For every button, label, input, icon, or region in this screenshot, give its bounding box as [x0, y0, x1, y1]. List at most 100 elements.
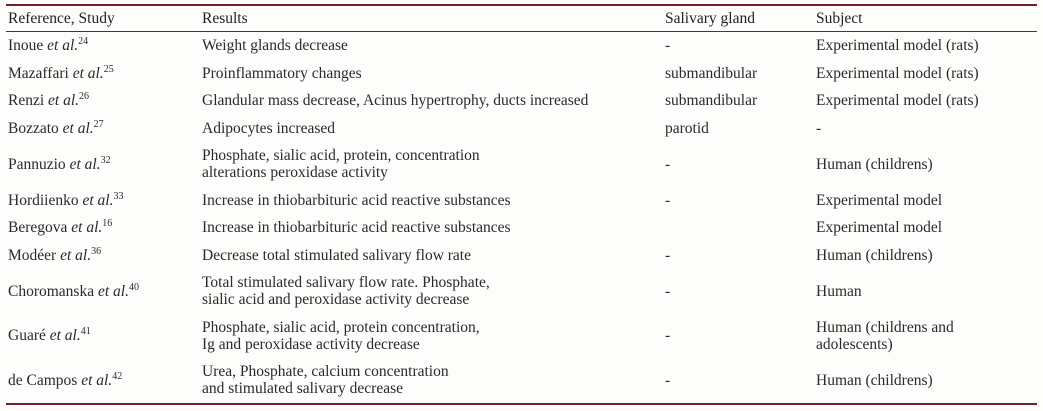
results-line: Decrease total stimulated salivary flow …: [202, 246, 471, 264]
subject-cell: Experimental model (rats): [816, 60, 1037, 88]
salivary-gland-cell: submandibular: [665, 64, 758, 82]
subject-cell: Experimental model (rats): [816, 87, 1037, 115]
results-line: Increase in thiobarbituric acid reactive…: [202, 191, 511, 209]
reference-author: Choromanska: [8, 282, 98, 300]
reference-cell: de Campos et al.42: [6, 358, 202, 404]
results-cell: Increase in thiobarbituric acid reactive…: [202, 214, 665, 242]
subject-line: Experimental model: [816, 191, 943, 209]
col-header-reference-study: Reference, Study: [6, 5, 202, 32]
reference-superscript-number: 42: [112, 370, 123, 382]
reference-cell: Mazaffari et al.25: [6, 60, 202, 88]
salivary-gland-cell: -: [665, 191, 671, 209]
reference-author: de Campos: [8, 371, 82, 389]
reference-cell: Modéer et al.36: [6, 242, 202, 270]
table-body: Inoue et al.24 Weight glands decrease - …: [6, 32, 1037, 404]
salivary-gland-cell: -: [665, 246, 671, 264]
table-row: Pannuzio et al.32 Phosphate, sialic acid…: [6, 142, 1037, 187]
reference-author: Renzi: [8, 92, 49, 109]
et-al-label: et al.: [97, 282, 129, 300]
salivary-studies-table: Reference, Study Results Salivary gland …: [6, 4, 1037, 405]
subject-cell: Human: [816, 269, 1037, 314]
table-head: Reference, Study Results Salivary gland …: [6, 5, 1037, 32]
reference-superscript-number: 33: [113, 190, 124, 202]
subject-line: Human: [816, 282, 862, 300]
results-cell: Increase in thiobarbituric acid reactive…: [202, 187, 665, 215]
subject-cell: Experimental model (rats): [816, 32, 1037, 60]
subject-line: Human (childrens): [816, 246, 933, 264]
col-header-results: Results: [202, 5, 665, 32]
subject-line: Human (childrens): [816, 155, 933, 173]
results-cell: Weight glands decrease: [202, 32, 665, 60]
results-cell: Total stimulated salivary flow rate. Pho…: [202, 269, 665, 314]
reference-cell: Beregova et al.16: [6, 214, 202, 242]
results-line: Weight glands decrease: [202, 37, 348, 54]
salivary-gland-cell: parotid: [665, 119, 709, 137]
results-line: Increase in thiobarbituric acid reactive…: [202, 219, 511, 236]
reference-author: Beregova: [8, 219, 72, 236]
et-al-label: et al.: [48, 92, 80, 109]
subject-line: Experimental model (rats): [816, 37, 979, 54]
results-line: Glandular mass decrease, Acinus hypertro…: [202, 92, 589, 109]
salivary-gland-cell: -: [665, 371, 671, 389]
et-al-label: et al.: [62, 119, 94, 137]
subject-cell: Human (childrens): [816, 358, 1037, 404]
reference-superscript-number: 24: [78, 35, 89, 47]
reference-author: Guaré: [8, 327, 50, 344]
table-header-row: Reference, Study Results Salivary gland …: [6, 5, 1037, 32]
subject-line: Experimental model (rats): [816, 64, 979, 82]
reference-superscript-number: 26: [79, 90, 90, 102]
results-line: Ig and peroxidase activity decrease: [202, 335, 420, 353]
results-line: sialic acid and peroxidase activity decr…: [202, 291, 470, 308]
reference-cell: Inoue et al.24: [6, 32, 202, 60]
table-row: Inoue et al.24 Weight glands decrease - …: [6, 32, 1037, 60]
subject-cell: Human (childrens): [816, 142, 1037, 187]
results-cell: Proinflammatory changes: [202, 60, 665, 88]
results-line: Urea, Phosphate, calcium concentration: [202, 363, 449, 380]
results-line: alterations peroxidase activity: [202, 164, 388, 181]
reference-cell: Pannuzio et al.32: [6, 142, 202, 187]
results-line: Phosphate, sialic acid, protein, concent…: [202, 147, 480, 164]
salivary-gland-cell: -: [665, 37, 671, 54]
subject-cell: Human (childrens): [816, 242, 1037, 270]
subject-cell: -: [816, 115, 1037, 143]
reference-cell: Choromanska et al.40: [6, 269, 202, 314]
et-al-label: et al.: [60, 246, 92, 264]
reference-superscript-number: 27: [93, 118, 104, 130]
reference-author: Pannuzio: [8, 155, 70, 173]
table-row: Guaré et al.41 Phosphate, sialic acid, p…: [6, 314, 1037, 359]
table-row: Renzi et al.26 Glandular mass decrease, …: [6, 87, 1037, 115]
results-line: Phosphate, sialic acid, protein concentr…: [202, 318, 480, 336]
reference-superscript-number: 25: [103, 63, 114, 75]
col-header-salivary-gland: Salivary gland: [665, 5, 816, 32]
reference-superscript-number: 16: [102, 217, 113, 229]
results-cell: Glandular mass decrease, Acinus hypertro…: [202, 87, 665, 115]
reference-cell: Bozzato et al.27: [6, 115, 202, 143]
et-al-label: et al.: [72, 64, 104, 82]
reference-author: Modéer: [8, 246, 61, 264]
table-row: Choromanska et al.40 Total stimulated sa…: [6, 269, 1037, 314]
salivary-gland-cell: -: [665, 327, 671, 344]
results-cell: Urea, Phosphate, calcium concentration an…: [202, 358, 665, 404]
reference-superscript-number: 32: [100, 154, 111, 166]
results-line: Proinflammatory changes: [202, 64, 362, 82]
salivary-gland-cell: submandibular: [665, 92, 758, 109]
subject-line: Human (childrens and: [816, 318, 954, 336]
results-cell: Decrease total stimulated salivary flow …: [202, 242, 665, 270]
results-cell: Phosphate, sialic acid, protein, concent…: [202, 142, 665, 187]
reference-superscript-number: 40: [128, 281, 139, 293]
et-al-label: et al.: [47, 37, 79, 54]
et-al-label: et al.: [82, 191, 114, 209]
et-al-label: et al.: [81, 371, 113, 389]
results-cell: Phosphate, sialic acid, protein concentr…: [202, 314, 665, 359]
et-al-label: et al.: [71, 219, 103, 236]
results-line: Adipocytes increased: [202, 119, 335, 137]
results-line: and stimulated salivary decrease: [202, 380, 403, 397]
reference-superscript-number: 36: [91, 245, 102, 257]
subject-cell: Experimental model: [816, 187, 1037, 215]
reference-author: Inoue: [8, 37, 48, 54]
reference-author: Bozzato: [8, 119, 63, 137]
col-header-subject: Subject: [816, 5, 1037, 32]
et-al-label: et al.: [69, 155, 101, 173]
reference-cell: Guaré et al.41: [6, 314, 202, 359]
